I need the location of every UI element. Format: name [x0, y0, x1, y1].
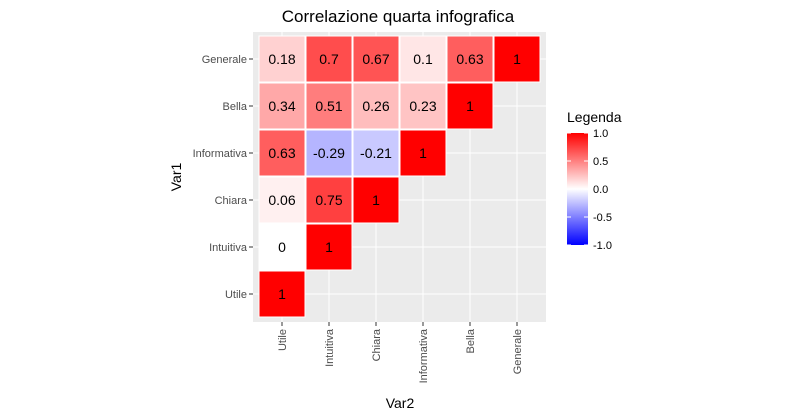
heatmap-cell — [305, 129, 353, 177]
heatmap-cell-label: 0.06 — [268, 192, 295, 208]
heatmap-cell — [258, 176, 306, 224]
heatmap-cell-label: 0.75 — [315, 192, 342, 208]
heatmap-cell-label: 0 — [278, 239, 286, 255]
heatmap-cell — [352, 35, 400, 83]
heatmap-cell-label: 0.63 — [268, 145, 295, 161]
heatmap-cell-label: 0.51 — [315, 98, 342, 114]
y-tick-label: Bella — [223, 101, 248, 113]
heatmap-cell — [258, 35, 306, 83]
heatmap-cell-label: 0.7 — [319, 51, 339, 67]
heatmap-cell-label: 1 — [325, 239, 333, 255]
legend-tick-label: 1.0 — [593, 128, 608, 140]
legend-colorbar — [567, 133, 588, 245]
heatmap-cell-label: 0.26 — [362, 98, 389, 114]
heatmap-cell-label: 0.23 — [409, 98, 436, 114]
y-tick-label: Utile — [225, 289, 247, 301]
heatmap-cell-label: 1 — [419, 145, 427, 161]
heatmap-cell — [399, 82, 447, 130]
heatmap-cell — [305, 223, 353, 271]
heatmap-cell-label: 0.67 — [362, 51, 389, 67]
heatmap-cell — [399, 129, 447, 177]
x-tick-label: Intuitiva — [324, 328, 336, 367]
chart-title: Correlazione quarta infografica — [282, 7, 515, 26]
y-tick-label: Informativa — [193, 148, 248, 160]
heatmap-cell-label: 0.34 — [268, 98, 295, 114]
y-axis-ticks: Utile Intuitiva Chiara Informativa Bella Gene… — [193, 54, 253, 301]
heatmap-cell — [352, 82, 400, 130]
heatmap-cell — [258, 270, 306, 318]
x-tick-label: Informativa — [418, 328, 430, 383]
heatmap-cell — [493, 35, 541, 83]
heatmap-cell — [305, 176, 353, 224]
x-axis-title: Var2 — [386, 395, 415, 411]
y-tick-label: Intuitiva — [209, 242, 248, 254]
heatmap-cell-label: 1 — [278, 286, 286, 302]
legend-tick-label: -0.5 — [593, 212, 612, 224]
heatmap-cell — [446, 35, 494, 83]
heatmap-cell — [258, 223, 306, 271]
legend-tick-label: -1.0 — [593, 240, 612, 252]
heatmap-cell — [352, 176, 400, 224]
legend: Legenda 1.0 0.5 0.0 -0.5 -1.0 — [567, 109, 622, 252]
heatmap-cell-label: 1 — [372, 192, 380, 208]
legend-title: Legenda — [567, 109, 622, 125]
heatmap-cell — [258, 129, 306, 177]
heatmap-value-labels: 1 0 1 0.06 0.75 1 0.63 -0.29 -0.21 1 0.34 0.51 0.26 0… — [268, 51, 521, 302]
heatmap-cell — [258, 82, 306, 130]
x-tick-label: Bella — [465, 328, 477, 353]
legend-tick-label: 0.0 — [593, 184, 608, 196]
heatmap-cells — [258, 35, 541, 318]
x-axis-ticks: Utile Intuitiva Chiara Informativa Bella Gene… — [277, 322, 524, 383]
y-tick-label: Generale — [202, 54, 247, 66]
heatmap-cell-label: -0.29 — [313, 145, 345, 161]
x-tick-label: Generale — [512, 329, 524, 374]
heatmap-cell — [305, 35, 353, 83]
legend-tick-label: 0.5 — [593, 156, 608, 168]
heatmap-cell-label: 0.1 — [413, 51, 433, 67]
x-tick-label: Chiara — [371, 328, 383, 361]
heatmap-cell-label: 0.63 — [456, 51, 483, 67]
y-axis-title: Var1 — [168, 163, 184, 192]
y-tick-label: Chiara — [215, 195, 248, 207]
heatmap-cell — [399, 35, 447, 83]
x-tick-label: Utile — [277, 329, 289, 351]
heatmap-cell — [446, 82, 494, 130]
legend-ticks: 1.0 0.5 0.0 -0.5 -1.0 — [567, 128, 612, 252]
heatmap-cell-label: 0.18 — [268, 51, 295, 67]
heatmap-cell-label: -0.21 — [360, 145, 392, 161]
heatmap-cell — [305, 82, 353, 130]
heatmap-cell-label: 1 — [513, 51, 521, 67]
heatmap-cell-label: 1 — [466, 98, 474, 114]
heatmap-cell — [352, 129, 400, 177]
